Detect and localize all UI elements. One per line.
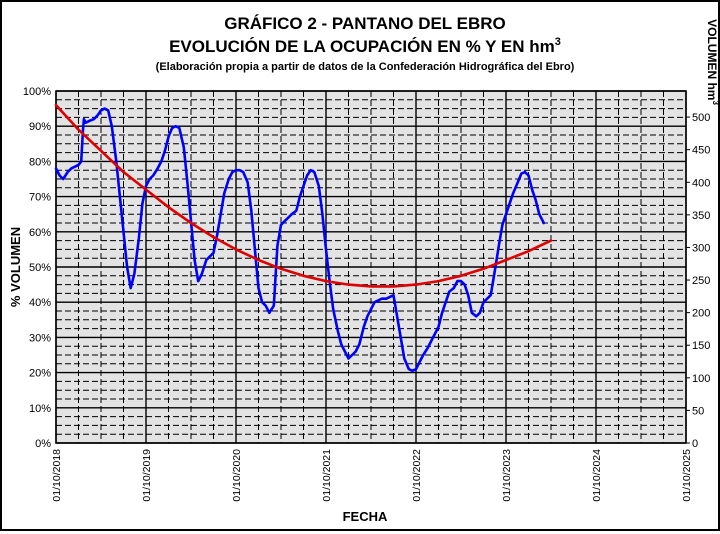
y2-tick-label: 250: [692, 275, 710, 287]
x-tick-label: 01/10/2020: [231, 449, 243, 502]
chart-subtitle-text: EVOLUCIÓN DE LA OCUPACIÓN EN % Y EN hm: [169, 37, 555, 56]
plot-border: [55, 90, 687, 444]
y-tick-label: 70%: [29, 192, 51, 204]
y-tick-label: 40%: [29, 297, 51, 309]
y-tick-label: 80%: [29, 156, 51, 168]
y2-axis-label-text: VOLUMEN hm: [705, 19, 718, 100]
y-tick-label: 90%: [29, 121, 51, 133]
y-axis-left: 0% 10% 20% 30% 40% 50% 60% 70% 80% 90% 100%: [23, 86, 51, 450]
y-axis-label: % VOLUMEN: [8, 227, 23, 307]
y-tick-label: 60%: [29, 227, 51, 239]
y2-tick-label: 150: [692, 340, 710, 352]
y-tick-label: 50%: [29, 262, 51, 274]
y2-tick-label: 500: [692, 112, 710, 124]
chart-subtitle: EVOLUCIÓN DE LA OCUPACIÓN EN % Y EN hm3: [169, 36, 561, 56]
x-axis: 01/10/2018 01/10/2019 01/10/2020 01/10/2021…: [51, 449, 693, 502]
y-tick-label: 0%: [35, 438, 51, 450]
x-tick-label: 01/10/2021: [321, 449, 333, 502]
y2-tick-label: 100: [692, 373, 710, 385]
y2-tick-label: 300: [692, 242, 710, 254]
x-tick-label: 01/10/2024: [591, 449, 603, 502]
x-tick-label: 01/10/2018: [51, 449, 63, 502]
x-axis-label: FECHA: [343, 509, 388, 524]
y2-axis-label-sup: 3: [711, 100, 718, 105]
chart-source-note: (Elaboración propia a partir de datos de…: [156, 61, 575, 73]
y2-tick-label: 50: [692, 405, 704, 417]
y2-axis-label: VOLUMEN hm3: [705, 19, 718, 105]
y-tick-label: 10%: [29, 403, 51, 415]
x-tick-label: 01/10/2025: [681, 449, 693, 502]
chart-subtitle-sup: 3: [555, 36, 561, 48]
y-tick-label: 20%: [29, 368, 51, 380]
y2-tick-label: 350: [692, 210, 710, 222]
y-tick-label: 30%: [29, 332, 51, 344]
x-tick-label: 01/10/2023: [501, 449, 513, 502]
x-tick-label: 01/10/2019: [141, 449, 153, 502]
y2-tick-label: 450: [692, 145, 710, 157]
plot-area: [54, 90, 687, 444]
series-line-blue: [54, 107, 546, 373]
x-tick-label: 01/10/2022: [411, 449, 423, 502]
y-tick-label: 100%: [23, 86, 51, 98]
y2-tick-label: 0: [692, 438, 698, 450]
series-line-red: [54, 103, 553, 288]
y2-tick-label: 200: [692, 308, 710, 320]
chart-title: GRÁFICO 2 - PANTANO DEL EBRO: [224, 14, 505, 33]
y2-tick-label: 400: [692, 177, 710, 189]
y-axis-right: 0 50 100 150 200 250 300 350 400 450 500: [686, 112, 710, 450]
